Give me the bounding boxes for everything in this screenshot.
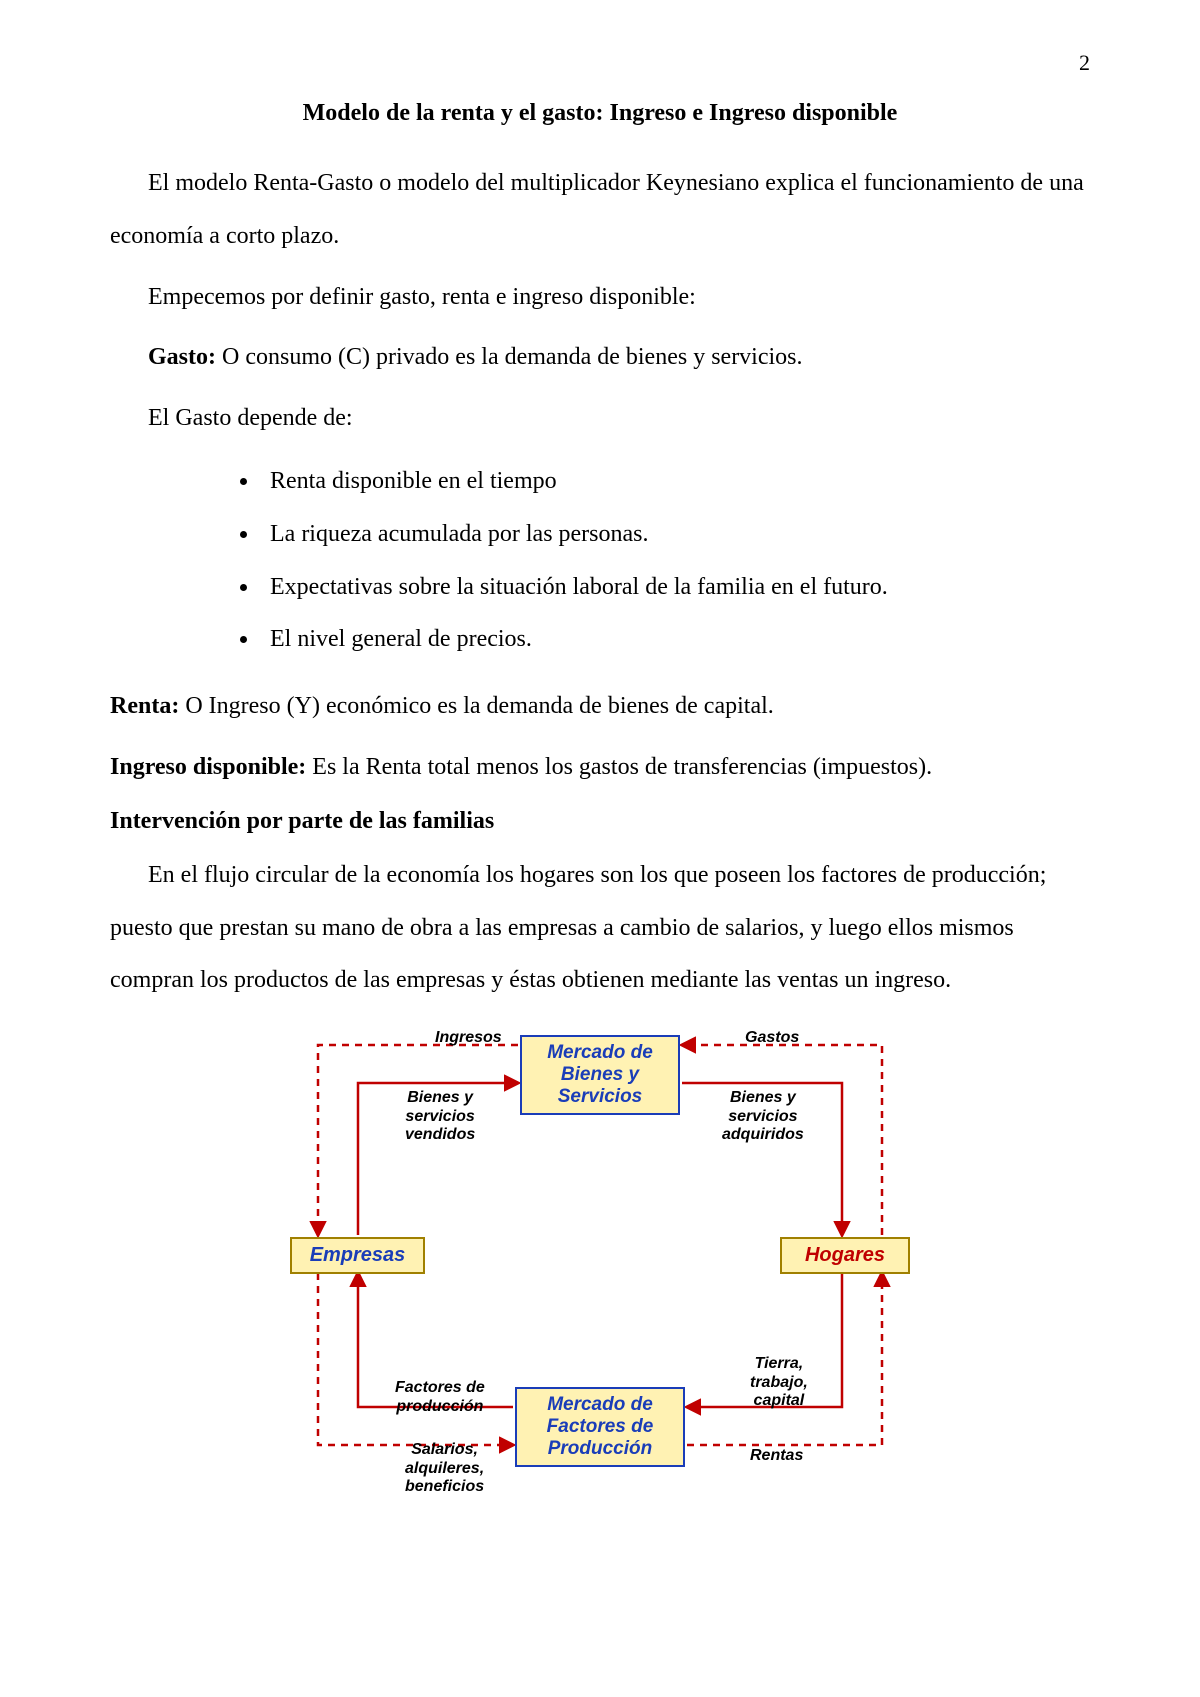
page-title: Modelo de la renta y el gasto: Ingreso e… <box>110 100 1090 127</box>
label-ingresos: Ingresos <box>435 1029 502 1047</box>
definition-gasto: Gasto: O consumo (C) privado es la deman… <box>110 331 1090 384</box>
label-bienes-vendidos: Bienes yserviciosvendidos <box>405 1089 475 1144</box>
section-heading-families: Intervención por parte de las familias <box>110 808 1090 835</box>
label-factores-produccion: Factores deproducción <box>395 1379 485 1416</box>
definition-renta-label: Renta: <box>110 693 179 719</box>
node-empresas: Empresas <box>290 1237 425 1274</box>
node-hogares: Hogares <box>780 1237 910 1274</box>
node-mercado-bienes: Mercado deBienes yServicios <box>520 1035 680 1115</box>
definition-renta: Renta: O Ingreso (Y) económico es la dem… <box>110 680 1090 733</box>
paragraph-families: En el flujo circular de la economía los … <box>110 849 1090 1007</box>
circular-flow-diagram: Mercado deBienes yServicios Mercado deFa… <box>290 1027 910 1497</box>
gasto-depends-list: Renta disponible en el tiempo La riqueza… <box>110 455 1090 666</box>
node-mercado-factores: Mercado deFactores deProducción <box>515 1387 685 1467</box>
label-tierra-trabajo-capital: Tierra,trabajo,capital <box>750 1355 808 1410</box>
definition-gasto-text: O consumo (C) privado es la demanda de b… <box>216 344 803 370</box>
list-item: La riqueza acumulada por las personas. <box>260 508 1090 561</box>
list-item: Expectativas sobre la situación laboral … <box>260 561 1090 614</box>
definition-gasto-label: Gasto: <box>148 344 216 370</box>
label-salarios: Salarios,alquileres,beneficios <box>405 1441 484 1496</box>
label-rentas: Rentas <box>750 1447 803 1465</box>
definition-ingdisp-label: Ingreso disponible: <box>110 754 306 780</box>
definition-ingdisp-text: Es la Renta total menos los gastos de tr… <box>306 754 932 780</box>
definition-renta-text: O Ingreso (Y) económico es la demanda de… <box>179 693 773 719</box>
page-number: 2 <box>1079 50 1090 76</box>
label-bienes-adquiridos: Bienes yserviciosadquiridos <box>722 1089 804 1144</box>
paragraph-intro: El modelo Renta-Gasto o modelo del multi… <box>110 157 1090 263</box>
gasto-depends-lead: El Gasto depende de: <box>110 392 1090 445</box>
page: 2 Modelo de la renta y el gasto: Ingreso… <box>0 0 1200 1697</box>
list-item: El nivel general de precios. <box>260 613 1090 666</box>
label-gastos: Gastos <box>745 1029 799 1047</box>
paragraph-definitions-lead: Empecemos por definir gasto, renta e ing… <box>110 271 1090 324</box>
definition-ingreso-disponible: Ingreso disponible: Es la Renta total me… <box>110 741 1090 794</box>
list-item: Renta disponible en el tiempo <box>260 455 1090 508</box>
